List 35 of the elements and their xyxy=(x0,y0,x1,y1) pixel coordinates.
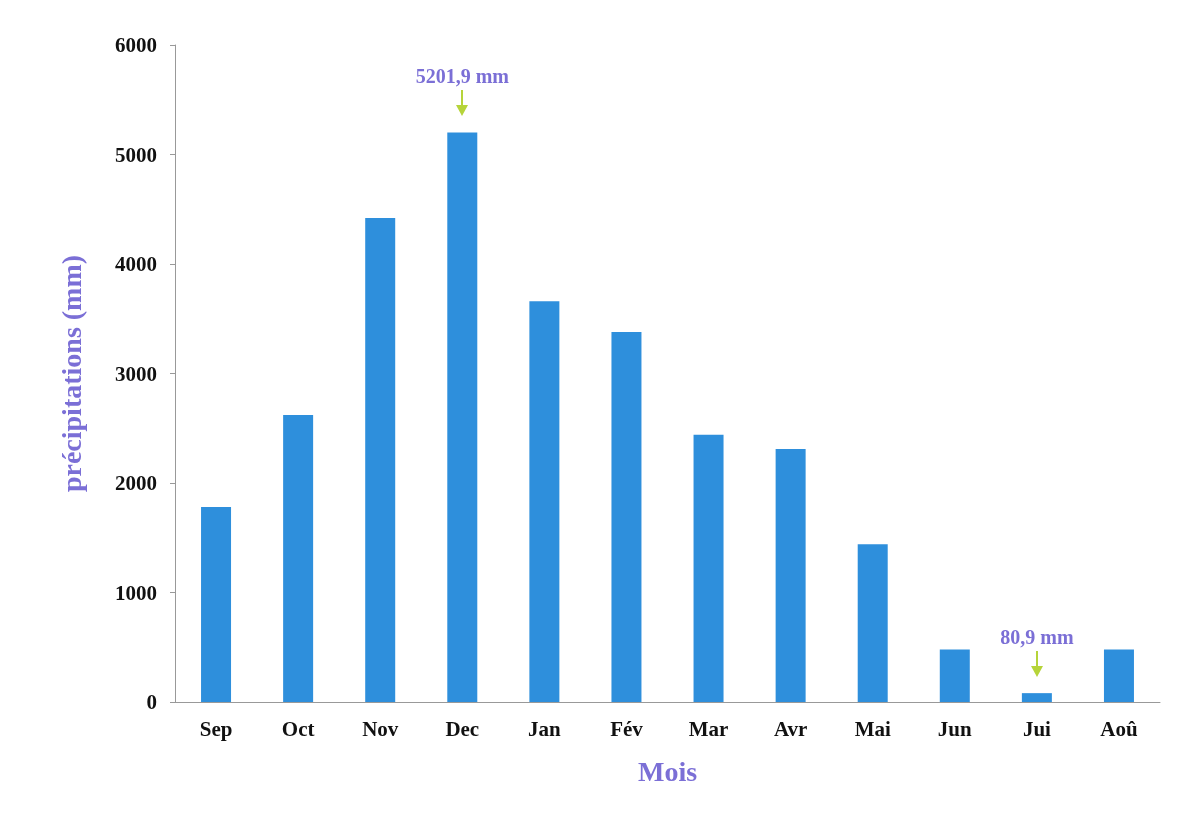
bar xyxy=(1103,649,1134,702)
x-tick-label: Fév xyxy=(610,716,644,741)
y-tick-label: 2000 xyxy=(115,471,157,495)
bar xyxy=(939,649,970,702)
y-tick-label: 6000 xyxy=(115,33,157,57)
bar xyxy=(693,434,724,702)
bar xyxy=(1021,693,1052,702)
annotation: 80,9 mm xyxy=(1000,625,1074,648)
x-tick-label: Jun xyxy=(937,716,973,741)
bar xyxy=(283,415,314,702)
x-tick-label: Dec xyxy=(445,716,480,741)
bar xyxy=(447,132,478,702)
bar xyxy=(529,301,560,702)
y-tick-label: 1000 xyxy=(115,580,157,605)
x-tick-label: Aoû xyxy=(1100,716,1138,741)
bar xyxy=(775,449,806,702)
bar xyxy=(365,218,396,702)
x-tick-label: Mar xyxy=(688,716,729,741)
x-tick-label: Avr xyxy=(773,716,808,741)
x-axis-title: Mois xyxy=(637,755,698,787)
y-tick-label: 4000 xyxy=(115,252,157,276)
x-tick-label: Sep xyxy=(199,716,233,741)
x-tick-label: Mai xyxy=(854,716,891,741)
bar xyxy=(857,544,888,702)
y-tick-label: 0 xyxy=(146,690,157,714)
x-tick-label: Jui xyxy=(1022,716,1052,741)
x-tick-label: Jan xyxy=(528,716,562,741)
annotation: 5201,9 mm xyxy=(415,64,510,87)
bar xyxy=(611,331,642,702)
bar xyxy=(201,507,232,702)
x-tick-label: Nov xyxy=(362,716,399,741)
y-tick-label: 3000 xyxy=(115,361,157,386)
y-axis-title: précipitations (mm) xyxy=(55,254,87,493)
y-tick-label: 5000 xyxy=(115,142,157,167)
x-tick-label: Oct xyxy=(281,716,315,741)
